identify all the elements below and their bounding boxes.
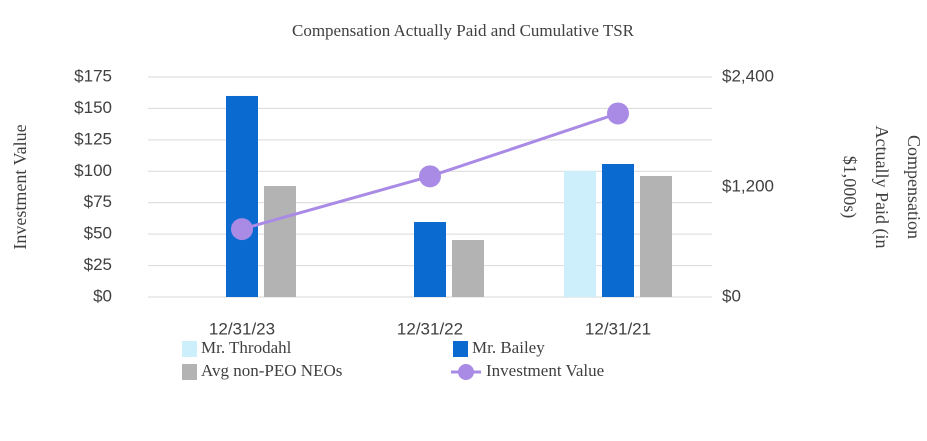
y2-axis-title: Compensation [904, 135, 924, 239]
legend-label: Mr. Throdahl [201, 338, 292, 357]
y-tick-label: $150 [74, 98, 112, 117]
x-tick-label: 12/31/22 [397, 319, 463, 338]
legend-swatch [453, 341, 468, 357]
y-tick-label: $75 [84, 192, 112, 211]
bar [564, 170, 596, 297]
legend-swatch [182, 341, 197, 357]
bar [414, 222, 446, 297]
line-marker [231, 218, 253, 241]
y2-axis-title: Actually Paid (in [871, 126, 892, 249]
y2-tick-label: $0 [722, 286, 741, 305]
legend-swatch [182, 364, 197, 380]
chart-title: Compensation Actually Paid and Cumulativ… [292, 21, 635, 40]
legend-label: Mr. Bailey [472, 338, 545, 357]
legend-label: Investment Value [486, 361, 604, 380]
y2-axis-title: $1,000s) [839, 156, 860, 219]
y-axis-title: Investment Value [10, 124, 30, 249]
x-tick-label: 12/31/21 [585, 319, 651, 338]
y-tick-label: $125 [74, 129, 112, 148]
y-tick-label: $100 [74, 161, 112, 180]
legend-marker [458, 364, 474, 380]
bar [602, 163, 634, 297]
bar [226, 95, 258, 297]
y-tick-label: $50 [84, 224, 112, 243]
line-marker [419, 165, 441, 188]
legend-label: Avg non-PEO NEOs [201, 361, 342, 380]
y2-tick-label: $2,400 [722, 66, 774, 85]
x-tick-label: 12/31/23 [209, 319, 275, 338]
y-tick-label: $0 [93, 286, 112, 305]
line-marker [607, 102, 629, 125]
bar [452, 239, 484, 297]
y2-tick-label: $1,200 [722, 176, 774, 195]
y-tick-label: $25 [84, 255, 112, 274]
bar [640, 176, 672, 297]
bar [264, 185, 296, 297]
y-tick-label: $175 [74, 66, 112, 85]
